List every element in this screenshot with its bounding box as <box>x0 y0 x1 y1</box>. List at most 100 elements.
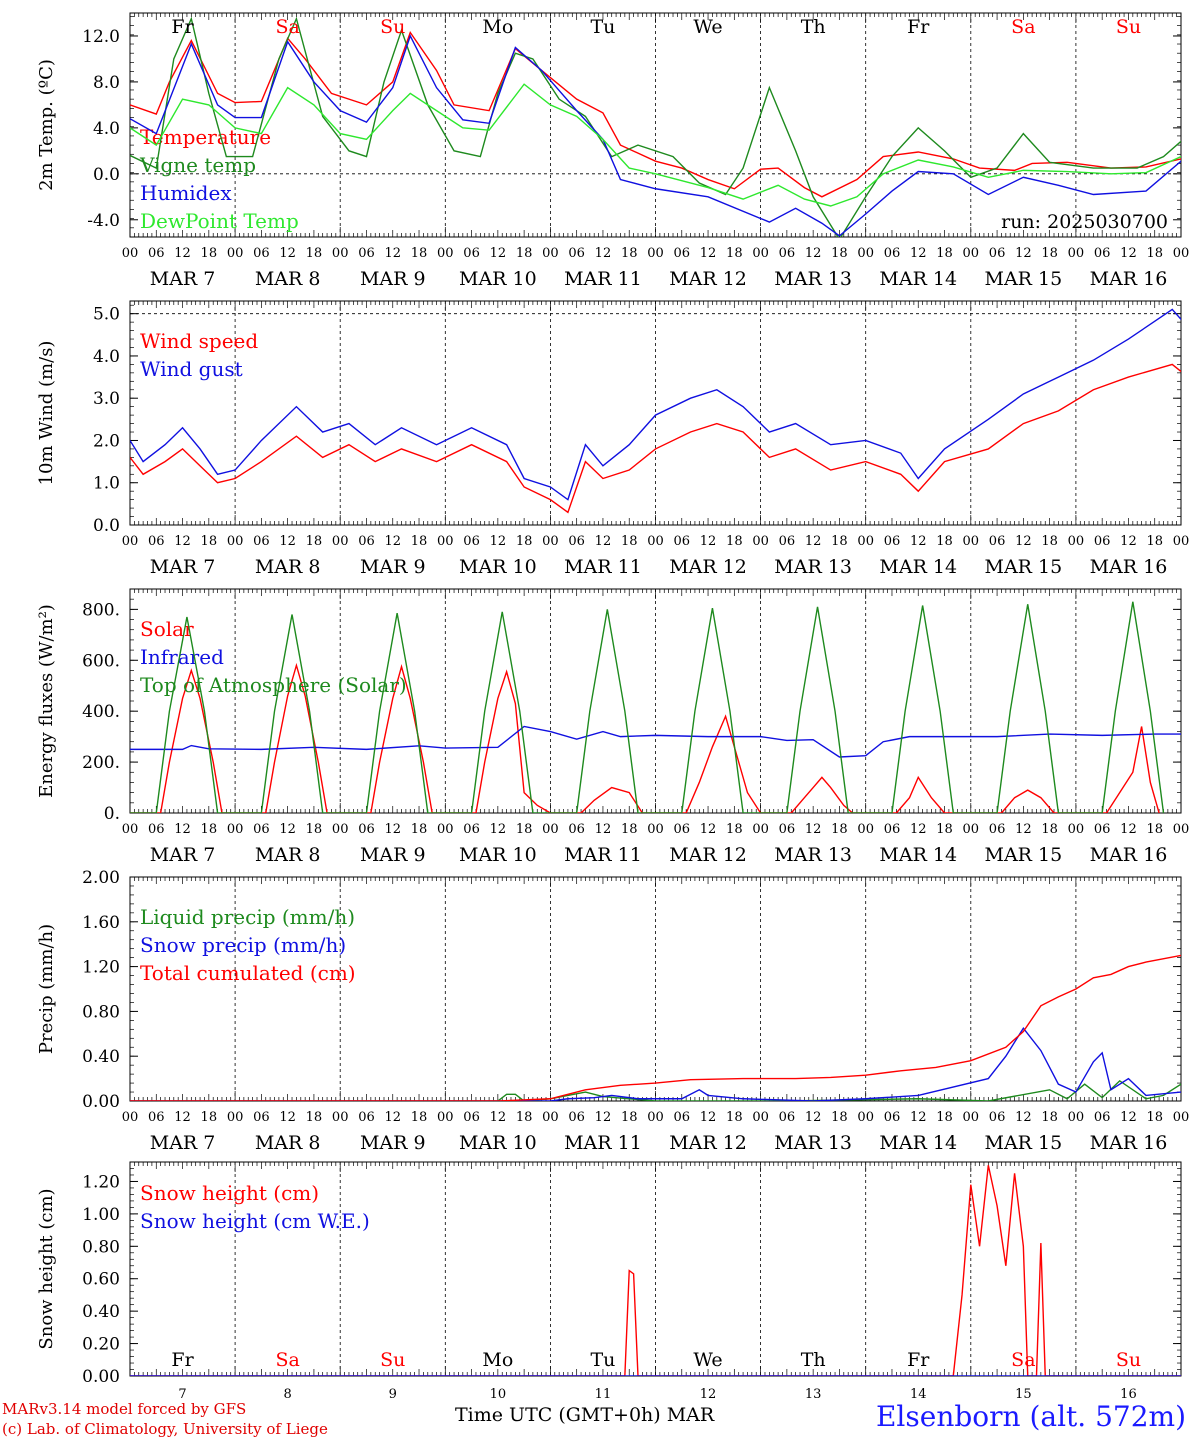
hour-tick-label: 06 <box>568 822 585 837</box>
hour-tick-label: 06 <box>779 1110 796 1125</box>
hour-tick-label: 00 <box>963 534 980 549</box>
y-axis-label: 2m Temp. (ºC) <box>36 59 57 191</box>
panel-temp: -4.00.04.08.012.02m Temp. (ºC) Temperatur… <box>36 12 1189 290</box>
hour-tick-label: 12 <box>1015 534 1032 549</box>
y-tick-label: 4.0 <box>93 119 120 139</box>
legend-entry: Infrared <box>140 645 224 669</box>
hour-tick-label: 12 <box>1015 246 1032 261</box>
hour-tick-label: 18 <box>516 534 533 549</box>
day-number-label: 11 <box>595 1387 612 1402</box>
hour-tick-label: 06 <box>674 246 691 261</box>
day-name-label: We <box>693 1349 722 1371</box>
hour-tick-label: 00 <box>963 246 980 261</box>
y-axis-label: Energy fluxes (W/m²) <box>36 604 57 798</box>
date-label: MAR 9 <box>360 268 426 290</box>
hour-tick-label: 06 <box>1094 1110 1111 1125</box>
day-name-label: Su <box>1116 1349 1141 1371</box>
hour-tick-label: 12 <box>805 1110 822 1125</box>
day-number-label: 16 <box>1120 1387 1137 1402</box>
hour-tick-label: 00 <box>227 1110 244 1125</box>
hour-tick-label: 18 <box>1146 246 1163 261</box>
y-tick-label: 1.00 <box>82 1205 120 1225</box>
hour-tick-label: 12 <box>1120 822 1137 837</box>
hour-tick-label: 06 <box>989 822 1006 837</box>
date-label: MAR 7 <box>150 268 216 290</box>
hour-tick-label: 12 <box>174 246 191 261</box>
date-label: MAR 8 <box>255 268 321 290</box>
y-tick-label: 600. <box>82 651 120 671</box>
date-label: MAR 9 <box>360 844 426 866</box>
series-line-wind-speed <box>130 363 1181 514</box>
legend-entry: Snow precip (mm/h) <box>140 933 346 957</box>
hour-tick-label: 00 <box>437 246 454 261</box>
hour-tick-label: 06 <box>779 246 796 261</box>
hour-tick-label: 06 <box>674 1110 691 1125</box>
hour-tick-label: 12 <box>700 246 717 261</box>
hour-tick-label: 00 <box>752 246 769 261</box>
hour-tick-label: 12 <box>1120 246 1137 261</box>
day-number-label: 8 <box>284 1387 292 1402</box>
hour-tick-label: 00 <box>647 246 664 261</box>
hour-tick-label: 06 <box>148 534 165 549</box>
hour-tick-label: 12 <box>700 822 717 837</box>
hour-tick-label: 12 <box>384 246 401 261</box>
y-tick-label: 0.80 <box>82 1237 120 1257</box>
date-label: MAR 16 <box>1090 556 1168 578</box>
date-label: MAR 13 <box>774 1132 852 1154</box>
hour-tick-label: 12 <box>595 822 612 837</box>
hour-tick-label: 06 <box>463 1110 480 1125</box>
series-line-top-of-atmosphere-solar <box>130 601 1165 813</box>
hour-tick-label: 00 <box>122 246 139 261</box>
y-tick-label: 1.60 <box>82 913 120 933</box>
day-name-label: Mo <box>482 16 513 38</box>
hour-tick-label: 18 <box>831 534 848 549</box>
hour-tick-label: 18 <box>1041 822 1058 837</box>
hour-tick-label: 18 <box>1146 822 1163 837</box>
hour-tick-label: 00 <box>437 534 454 549</box>
y-tick-label: 0.0 <box>93 516 120 536</box>
legend-entry: Top of Atmosphere (Solar) <box>140 673 407 697</box>
hour-tick-label: 18 <box>936 534 953 549</box>
y-tick-label: 4.0 <box>93 347 120 367</box>
y-tick-label: 0.00 <box>82 1367 120 1387</box>
hour-tick-label: 00 <box>752 534 769 549</box>
legend-entry: DewPoint Temp <box>140 209 299 233</box>
y-tick-label: -4.0 <box>87 211 120 231</box>
hour-tick-label: 18 <box>1041 1110 1058 1125</box>
series-line-temperature <box>130 31 1181 198</box>
hour-tick-label: 18 <box>726 1110 743 1125</box>
hour-tick-label: 00 <box>1068 1110 1085 1125</box>
hour-tick-label: 12 <box>595 534 612 549</box>
date-label: MAR 10 <box>459 1132 537 1154</box>
hour-tick-label: 06 <box>253 1110 270 1125</box>
hour-tick-label: 00 <box>437 1110 454 1125</box>
hour-tick-label: 00 <box>1173 822 1190 837</box>
y-tick-label: 0.40 <box>82 1047 120 1067</box>
hour-tick-label: 18 <box>726 246 743 261</box>
hour-tick-label: 06 <box>358 246 375 261</box>
day-name-label: Fr <box>171 1349 194 1371</box>
run-label: run: 2025030700 <box>1001 211 1168 233</box>
hour-tick-label: 18 <box>1041 246 1058 261</box>
y-tick-label: 1.0 <box>93 474 120 494</box>
plot-frame <box>129 588 1182 814</box>
hour-tick-label: 06 <box>568 534 585 549</box>
series-line-snow-height-cm <box>130 1165 1181 1376</box>
date-label: MAR 9 <box>360 556 426 578</box>
hour-tick-label: 12 <box>279 1110 296 1125</box>
hour-tick-label: 12 <box>490 822 507 837</box>
hour-tick-label: 06 <box>989 1110 1006 1125</box>
series-line-snow-precip-mm-h <box>130 1026 1181 1101</box>
date-label: MAR 14 <box>879 844 957 866</box>
day-number-label: 7 <box>178 1387 186 1402</box>
hour-tick-label: 18 <box>621 1110 638 1125</box>
y-axis-label: Snow height (cm) <box>36 1188 57 1349</box>
hour-tick-label: 18 <box>726 822 743 837</box>
legend-entry: Snow height (cm) <box>140 1181 319 1205</box>
hour-tick-label: 18 <box>831 822 848 837</box>
y-tick-label: 1.20 <box>82 958 120 978</box>
date-label: MAR 12 <box>669 556 747 578</box>
date-label: MAR 13 <box>774 556 852 578</box>
hour-tick-label: 12 <box>174 822 191 837</box>
